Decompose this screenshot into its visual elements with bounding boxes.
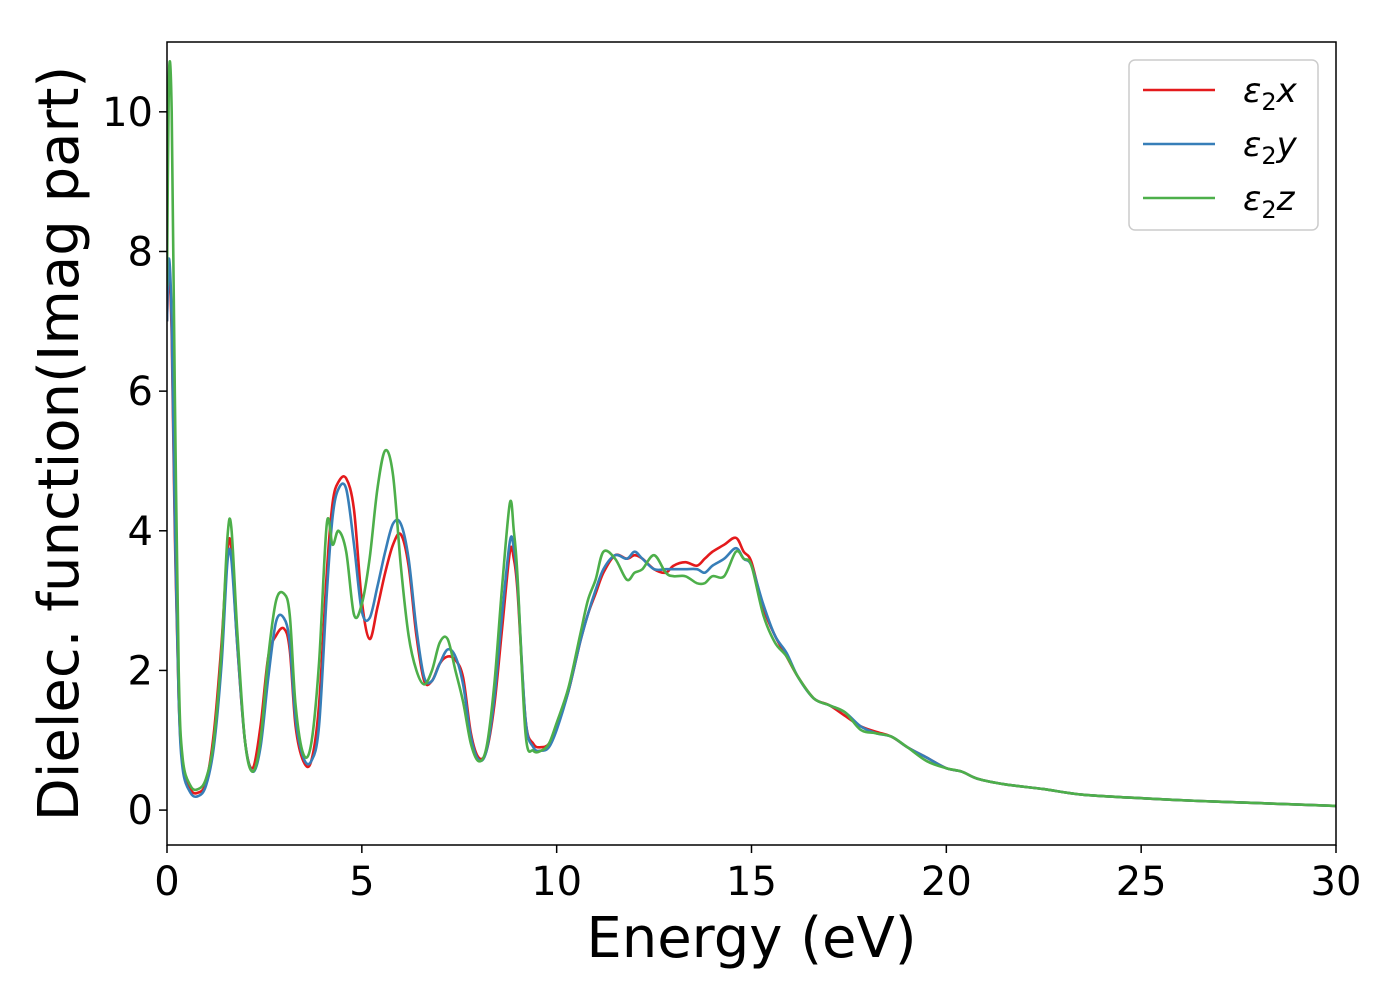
y-tick-label: 4 (128, 509, 153, 555)
x-tick-label: 5 (349, 859, 374, 905)
series-layer (167, 60, 1336, 808)
legend-box (1128, 59, 1319, 231)
legend: ε2x ε2y ε2z (1128, 59, 1319, 231)
x-tick-label: 15 (726, 859, 777, 905)
series-line-2 (167, 257, 1336, 808)
y-tick-label: 8 (128, 229, 153, 275)
x-tick-label: 25 (1116, 859, 1167, 905)
series-line-3 (167, 60, 1336, 808)
x-tick-label: 0 (154, 859, 179, 905)
y-tick-label: 10 (102, 90, 153, 136)
y-axis-label: Dielec. function(Imag part) (27, 66, 92, 822)
y-axis: 0 2 4 6 8 10 (102, 90, 167, 834)
legend-label: ε2x (1243, 71, 1298, 116)
x-tick-label: 10 (531, 859, 582, 905)
y-tick-label: 6 (128, 369, 153, 415)
y-tick-label: 2 (128, 648, 153, 694)
x-tick-label: 30 (1311, 859, 1362, 905)
x-axis: 0 5 10 15 20 25 30 (154, 845, 1361, 905)
legend-label: ε2z (1243, 179, 1296, 224)
y-tick-label: 0 (128, 788, 153, 834)
legend-label: ε2y (1243, 125, 1298, 170)
x-axis-label: Energy (eV) (586, 906, 916, 971)
x-tick-label: 20 (921, 859, 972, 905)
